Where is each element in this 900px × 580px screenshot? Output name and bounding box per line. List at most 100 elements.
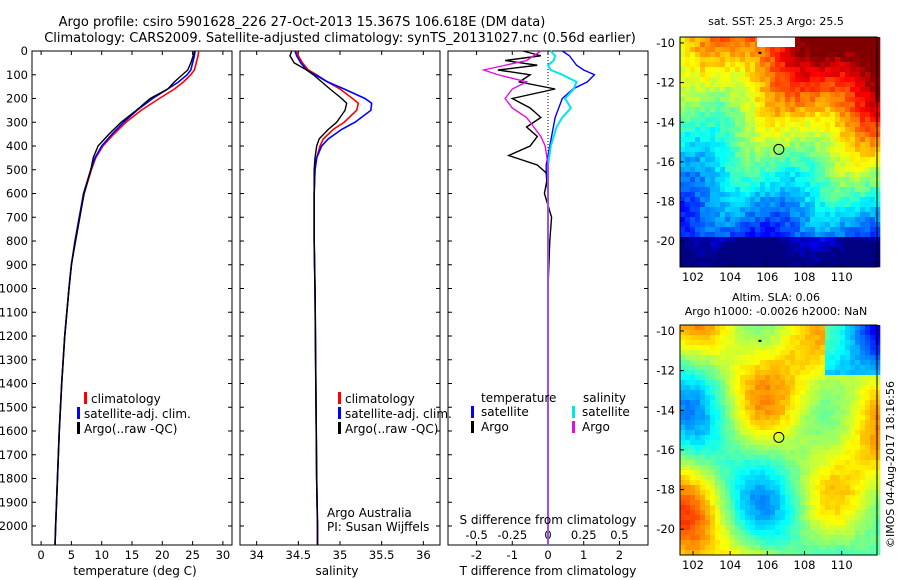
map-cell (770, 257, 776, 263)
map-cell (855, 192, 861, 198)
map-cell (805, 72, 811, 78)
map-cell (805, 147, 811, 153)
map-cell (815, 227, 821, 233)
map-cell (740, 47, 746, 53)
map-cell (790, 540, 796, 546)
map-cell (735, 475, 741, 481)
map-cell (700, 77, 706, 83)
map-cell (825, 72, 831, 78)
map-cell (840, 242, 846, 248)
map-cell (765, 525, 771, 531)
map-cell (765, 500, 771, 506)
map-cell (780, 450, 786, 456)
map-cell (835, 385, 841, 391)
map-cell (835, 495, 841, 501)
map-cell (790, 430, 796, 436)
map-cell (835, 440, 841, 446)
map-cell (800, 167, 806, 173)
map-cell (745, 485, 751, 491)
map-cell (710, 460, 716, 466)
map-cell (715, 395, 721, 401)
map-cell (740, 87, 746, 93)
map-cell (780, 395, 786, 401)
map-cell (855, 515, 861, 521)
map-cell (875, 237, 881, 243)
map-cell (750, 62, 756, 68)
map-cell (780, 495, 786, 501)
map-cell (805, 490, 811, 496)
map-cell (855, 370, 861, 376)
map-cell (810, 335, 816, 341)
map-cell (715, 450, 721, 456)
map-cell (800, 375, 806, 381)
map-cell (805, 450, 811, 456)
map-cell (685, 530, 691, 536)
map-cell (850, 42, 856, 48)
map-cell (775, 87, 781, 93)
map-cell (695, 247, 701, 253)
map-cell (810, 82, 816, 88)
map-cell (865, 207, 871, 213)
map-cell (765, 495, 771, 501)
map-cell (840, 345, 846, 351)
map-cell (715, 530, 721, 536)
salinity-series-argo (289, 50, 348, 545)
map-cell (680, 415, 686, 421)
map-cell (870, 102, 876, 108)
map-cell (845, 232, 851, 238)
map-cell (735, 177, 741, 183)
map-cell (755, 237, 761, 243)
map-cell (835, 157, 841, 163)
map-cell (680, 440, 686, 446)
map-cell (710, 162, 716, 168)
map-cell (730, 535, 736, 541)
map-cell (775, 52, 781, 58)
map-cell (845, 470, 851, 476)
t-difference-axis-label: T difference from climatology (459, 564, 637, 578)
map-cell (815, 340, 821, 346)
map-cell (685, 325, 691, 331)
map-cell (875, 475, 881, 481)
map-cell (695, 475, 701, 481)
map-cell (715, 132, 721, 138)
salinity-legend: climatology satellite-adj. clim. Argo(..… (327, 392, 452, 534)
map-cell (750, 485, 756, 491)
map-cell (870, 480, 876, 486)
map-cell (690, 465, 696, 471)
map-cell (875, 325, 881, 331)
map-cell (815, 127, 821, 133)
map-cell (860, 520, 866, 526)
map-cell (780, 207, 786, 213)
map-cell (820, 330, 826, 336)
map-cell (740, 530, 746, 536)
map-cell (765, 450, 771, 456)
map-cell (855, 117, 861, 123)
map-cell (825, 197, 831, 203)
map-cell (695, 445, 701, 451)
map-cell (685, 152, 691, 158)
map-cell (810, 162, 816, 168)
map-cell (775, 227, 781, 233)
map-cell (775, 62, 781, 68)
map-cell (700, 495, 706, 501)
map-cell (875, 147, 881, 153)
map-cell (710, 147, 716, 153)
map-cell (780, 505, 786, 511)
map-cell (805, 455, 811, 461)
map-cell (730, 137, 736, 143)
map-cell (860, 345, 866, 351)
map-cell (870, 415, 876, 421)
map-cell (760, 187, 766, 193)
s-difference-label: S difference from climatology (460, 513, 637, 527)
map-cell (730, 47, 736, 53)
map-cell (815, 207, 821, 213)
map-cell (785, 187, 791, 193)
map-cell (720, 465, 726, 471)
map-cell (705, 167, 711, 173)
map-cell (720, 540, 726, 546)
map-cell (875, 525, 881, 531)
map-cell (815, 167, 821, 173)
map-cell (735, 525, 741, 531)
map-cell (785, 525, 791, 531)
map-cell (850, 450, 856, 456)
